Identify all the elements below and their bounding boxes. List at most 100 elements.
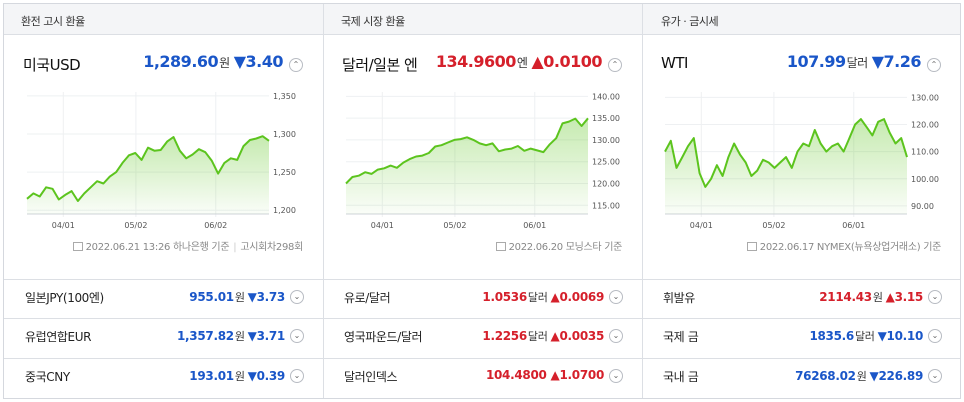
chevron-down-icon[interactable]: ⌄ <box>928 290 942 304</box>
row-divider <box>4 279 960 280</box>
panel-value-group: 1,289.60원 ▼3.40 <box>143 52 283 71</box>
y-tick-label: 1,250 <box>273 168 296 177</box>
y-tick-label: 130.00 <box>911 93 939 102</box>
column-divider <box>642 4 643 398</box>
row-value: 2114.43 <box>819 290 872 304</box>
panel-change: 0.0100 <box>543 52 602 71</box>
up-arrow-icon: ▲ <box>550 368 560 382</box>
note-extra: 고시회차298회 <box>240 242 303 253</box>
calendar-icon <box>746 242 757 251</box>
chevron-down-icon[interactable]: ⌄ <box>609 290 623 304</box>
chevron-down-icon[interactable]: ⌄ <box>290 329 304 343</box>
calendar-icon <box>495 242 506 251</box>
down-arrow-icon: ▼ <box>247 369 257 383</box>
y-tick-label: 130.00 <box>592 136 620 145</box>
section-header-bar: 환전 고시 환율 국제 시장 환율 유가 · 금시세 <box>4 4 960 35</box>
panel-value-group: 107.99달러 ▼7.26 <box>787 52 922 71</box>
header-oil-gold[interactable]: 유가 · 금시세 <box>661 15 719 28</box>
row-value-group: 76268.02원 ▼226.89 <box>795 368 923 384</box>
row-value-group: 955.01원 ▼3.73 <box>189 289 285 305</box>
row-unit: 원 <box>872 291 883 304</box>
chevron-down-icon[interactable]: ⌄ <box>609 329 623 343</box>
y-tick-label: 1,300 <box>273 130 296 139</box>
row-unit: 원 <box>234 370 245 383</box>
chevron-down-icon[interactable]: ⌄ <box>609 369 623 383</box>
panel-note: 2022.06.17 NYMEX(뉴욕상업거래소) 기준 <box>746 238 942 253</box>
chevron-up-icon[interactable]: ⌃ <box>927 58 941 72</box>
x-tick-label: 06/01 <box>842 221 865 230</box>
row-name[interactable]: 중국CNY <box>25 370 70 384</box>
row-change: 1.0700 <box>559 368 604 382</box>
row-name[interactable]: 유로/달러 <box>344 291 391 305</box>
panel-change: 3.40 <box>245 52 284 71</box>
chevron-down-icon[interactable]: ⌄ <box>290 290 304 304</box>
row-name[interactable]: 달러인덱스 <box>344 370 398 384</box>
series-line <box>26 135 270 202</box>
note-text: 2022.06.17 NYMEX(뉴욕상업거래소) 기준 <box>759 242 942 253</box>
up-arrow-icon: ▲ <box>885 290 895 304</box>
row-name[interactable]: 국내 금 <box>663 370 699 384</box>
panel-value-group: 134.9600엔 ▲0.0100 <box>436 52 603 71</box>
series-area <box>665 119 907 214</box>
x-tick-label: 06/01 <box>523 221 546 230</box>
panel-note: 2022.06.21 13:26 하나은행 기준 | 고시회차298회 <box>72 238 303 253</box>
row-value: 1.2256 <box>482 329 527 343</box>
y-tick-label: 140.00 <box>592 92 620 101</box>
price-chart: 130.00 120.00 110.00 100.00 90.00 04/01 05/02 0… <box>664 92 939 230</box>
row-unit: 달러 <box>527 291 548 304</box>
row-unit: 원 <box>856 370 867 383</box>
price-chart: 1,350 1,300 1,250 1,200 04/01 05/02 06/02 <box>26 92 296 230</box>
exchange-widget: 환전 고시 환율 국제 시장 환율 유가 · 금시세 <box>3 3 961 399</box>
header-exchange-rate[interactable]: 환전 고시 환율 <box>21 15 85 28</box>
row-change: 3.15 <box>894 290 924 304</box>
panel-unit: 엔 <box>516 56 528 70</box>
y-tick-label: 135.00 <box>592 114 620 123</box>
row-change: 0.0035 <box>559 329 604 343</box>
row-value-group: 1,357.82원 ▼3.71 <box>177 328 285 344</box>
row-value-group: 2114.43원 ▲3.15 <box>819 289 923 305</box>
panel-title: WTI <box>661 54 688 72</box>
x-tick-label: 05/02 <box>762 221 785 230</box>
row-name[interactable]: 휘발유 <box>663 291 695 305</box>
row-name[interactable]: 국제 금 <box>663 330 699 344</box>
row-divider <box>4 358 960 359</box>
row-name[interactable]: 유럽연합EUR <box>25 330 92 344</box>
up-arrow-icon: ▲ <box>531 52 544 71</box>
panel-unit: 원 <box>219 56 230 70</box>
row-value-group: 1.0536달러 ▲0.0069 <box>482 289 604 305</box>
y-tick-label: 120.00 <box>592 180 620 189</box>
note-text: 2022.06.20 모닝스타 기준 <box>508 242 623 253</box>
header-intl-market-rate[interactable]: 국제 시장 환율 <box>341 15 405 28</box>
row-value: 104.4800 <box>485 368 547 382</box>
panel-value: 1,289.60 <box>143 52 219 71</box>
row-unit: 달러 <box>854 330 875 343</box>
row-name[interactable]: 일본JPY(100엔) <box>25 291 104 305</box>
row-value-group: 104.4800 ▲1.0700 <box>486 368 604 382</box>
row-unit: 달러 <box>527 330 548 343</box>
row-value-group: 1.2256달러 ▲0.0035 <box>482 328 604 344</box>
x-tick-label: 04/01 <box>371 221 394 230</box>
chevron-up-icon[interactable]: ⌃ <box>608 58 622 72</box>
y-tick-label: 1,200 <box>273 206 296 215</box>
panel-change: 7.26 <box>883 52 922 71</box>
row-unit: 원 <box>234 291 245 304</box>
chevron-down-icon[interactable]: ⌄ <box>928 369 942 383</box>
column-divider <box>323 4 324 398</box>
calendar-icon <box>72 242 83 251</box>
chevron-down-icon[interactable]: ⌄ <box>928 329 942 343</box>
row-change: 226.89 <box>878 369 923 383</box>
price-chart: 140.00 135.00 130.00 125.00 120.00 115.00 04/0… <box>345 92 620 230</box>
y-tick-label: 90.00 <box>911 202 934 211</box>
down-arrow-icon: ▼ <box>869 369 879 383</box>
chevron-up-icon[interactable]: ⌃ <box>289 58 303 72</box>
x-tick-label: 05/02 <box>443 221 466 230</box>
y-tick-label: 120.00 <box>911 121 939 130</box>
panel-note: 2022.06.20 모닝스타 기준 <box>495 238 623 253</box>
down-arrow-icon: ▼ <box>247 290 257 304</box>
y-tick-label: 110.00 <box>911 148 939 157</box>
row-name[interactable]: 영국파운드/달러 <box>344 330 423 344</box>
row-value-group: 1835.6달러 ▼10.10 <box>809 328 923 344</box>
x-tick-label: 04/01 <box>52 221 75 230</box>
chevron-down-icon[interactable]: ⌄ <box>290 369 304 383</box>
y-tick-label: 1,350 <box>273 92 296 101</box>
